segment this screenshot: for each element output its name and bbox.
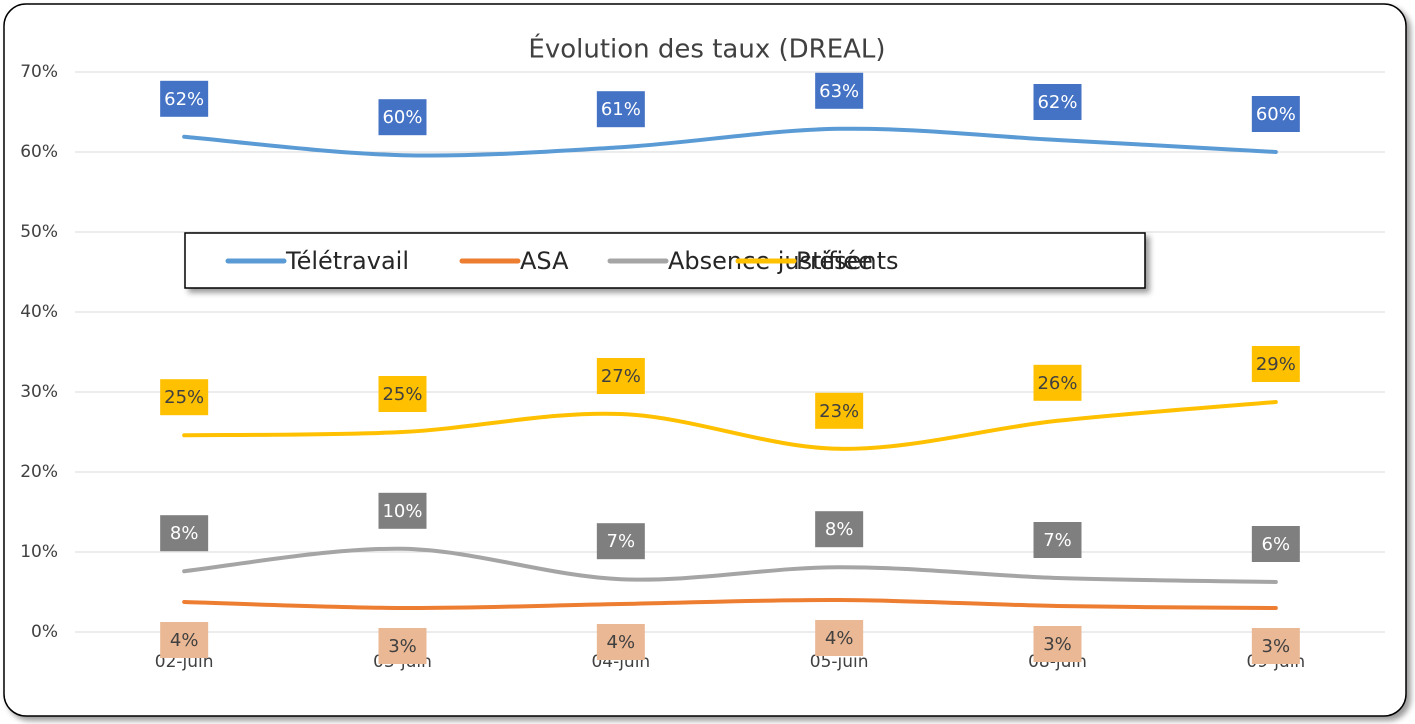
data-label-box	[815, 392, 864, 429]
data-label-box	[160, 379, 209, 416]
data-label-box	[160, 622, 209, 658]
series-line	[182, 400, 1278, 451]
data-label-box	[378, 99, 427, 136]
data-label: 62%	[164, 89, 204, 110]
legend-label: ASA	[520, 247, 569, 275]
data-label-box	[1251, 346, 1300, 382]
data-label-box	[815, 620, 864, 656]
data-label-box	[1033, 626, 1082, 662]
y-tick-label: 50%	[20, 222, 58, 242]
data-label-box	[1033, 84, 1082, 120]
y-tick-label: 40%	[20, 302, 58, 322]
data-label: 6%	[1262, 534, 1291, 555]
data-label-box	[1033, 522, 1082, 558]
data-label: 60%	[382, 107, 422, 128]
data-label: 4%	[170, 630, 199, 651]
data-label-box	[1251, 628, 1300, 664]
data-label-box	[160, 515, 209, 552]
data-label: 10%	[382, 501, 422, 522]
series-line	[182, 546, 1278, 584]
legend-label: Télétravail	[285, 247, 409, 275]
data-label-box	[1033, 364, 1082, 401]
y-tick-label: 30%	[20, 382, 58, 402]
data-label-box	[1251, 526, 1300, 562]
data-label: 3%	[388, 636, 417, 657]
y-tick-label: 60%	[20, 142, 58, 162]
data-label: 3%	[1043, 634, 1072, 655]
data-label: 63%	[819, 81, 859, 102]
data-label-box	[596, 523, 645, 560]
data-label: 25%	[164, 387, 204, 408]
y-tick-label: 70%	[20, 62, 58, 82]
data-label-box	[596, 358, 645, 394]
y-tick-label: 10%	[20, 542, 58, 562]
data-label: 4%	[607, 632, 636, 653]
data-label-box	[378, 492, 427, 529]
y-tick-label: 20%	[20, 462, 58, 482]
data-label-box	[815, 72, 864, 109]
x-tick-label: 05-juin	[810, 652, 869, 672]
data-label-box	[378, 376, 427, 412]
data-label: 23%	[819, 401, 859, 422]
series-line	[182, 126, 1278, 158]
data-label: 29%	[1256, 354, 1296, 375]
data-label-box	[815, 511, 864, 548]
data-label: 8%	[170, 523, 199, 544]
data-label: 61%	[601, 99, 641, 120]
data-label-box	[378, 628, 427, 664]
data-label: 8%	[825, 519, 854, 540]
data-label-box	[596, 91, 645, 128]
data-label: 27%	[601, 366, 641, 387]
data-label: 26%	[1037, 373, 1077, 394]
data-label: 7%	[607, 531, 636, 552]
data-label: 62%	[1037, 92, 1077, 113]
data-label: 7%	[1043, 530, 1072, 551]
data-label-box	[596, 624, 645, 660]
data-label-box	[160, 80, 209, 117]
legend-label: Présents	[796, 247, 899, 275]
series-line	[182, 597, 1278, 611]
data-label: 25%	[382, 384, 422, 405]
data-label: 3%	[1262, 636, 1291, 657]
chart-title: Évolution des taux (DREAL)	[528, 33, 885, 65]
data-label: 60%	[1256, 104, 1296, 125]
y-tick-label: 0%	[31, 622, 58, 642]
data-label: 4%	[825, 628, 854, 649]
data-label-box	[1251, 96, 1300, 132]
